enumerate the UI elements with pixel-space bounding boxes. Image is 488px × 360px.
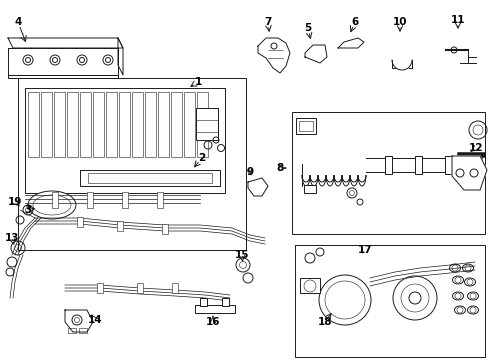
Polygon shape bbox=[258, 38, 289, 73]
Bar bbox=[197, 92, 207, 157]
Text: 5: 5 bbox=[304, 23, 311, 33]
Bar bbox=[106, 92, 117, 157]
Bar bbox=[80, 92, 91, 157]
Polygon shape bbox=[247, 178, 267, 196]
Polygon shape bbox=[8, 75, 118, 78]
Bar bbox=[117, 221, 123, 231]
Bar bbox=[52, 192, 58, 208]
Text: 11: 11 bbox=[450, 15, 464, 25]
Circle shape bbox=[392, 276, 436, 320]
Text: 2: 2 bbox=[198, 153, 205, 163]
Bar bbox=[145, 92, 156, 157]
Text: 16: 16 bbox=[205, 317, 220, 327]
Text: 15: 15 bbox=[234, 250, 249, 260]
Bar bbox=[28, 92, 39, 157]
Bar bbox=[80, 170, 220, 186]
Bar bbox=[122, 192, 128, 208]
Bar bbox=[67, 92, 78, 157]
Bar bbox=[200, 298, 206, 306]
Bar bbox=[414, 156, 421, 174]
Bar bbox=[183, 92, 195, 157]
Text: 9: 9 bbox=[246, 167, 253, 177]
Text: 19: 19 bbox=[8, 197, 22, 207]
Bar bbox=[97, 283, 103, 293]
Polygon shape bbox=[8, 48, 118, 75]
Bar bbox=[88, 173, 212, 183]
Polygon shape bbox=[451, 156, 486, 190]
Bar bbox=[137, 283, 142, 293]
Bar bbox=[298, 121, 312, 131]
Polygon shape bbox=[65, 310, 93, 332]
Bar bbox=[304, 185, 315, 193]
Text: 3: 3 bbox=[24, 205, 32, 215]
Bar bbox=[294, 245, 484, 357]
Bar bbox=[157, 192, 163, 208]
Polygon shape bbox=[305, 45, 326, 63]
Text: 1: 1 bbox=[194, 77, 201, 87]
Bar bbox=[68, 328, 76, 333]
Bar bbox=[77, 217, 83, 227]
Bar bbox=[119, 92, 130, 157]
Bar bbox=[222, 298, 228, 306]
Text: 10: 10 bbox=[392, 17, 407, 27]
Bar bbox=[295, 118, 315, 134]
Text: 14: 14 bbox=[87, 315, 102, 325]
Text: 4: 4 bbox=[14, 17, 21, 27]
Bar bbox=[384, 156, 391, 174]
Bar bbox=[25, 88, 224, 193]
Bar bbox=[93, 92, 104, 157]
Bar bbox=[87, 192, 93, 208]
Bar bbox=[18, 78, 245, 250]
Bar bbox=[195, 305, 235, 313]
Ellipse shape bbox=[28, 191, 76, 219]
Polygon shape bbox=[8, 38, 123, 48]
Text: 12: 12 bbox=[468, 143, 482, 153]
Polygon shape bbox=[337, 38, 363, 48]
Text: 13: 13 bbox=[5, 233, 19, 243]
Bar bbox=[162, 224, 168, 234]
Bar bbox=[444, 156, 451, 174]
Bar bbox=[196, 108, 218, 140]
Polygon shape bbox=[118, 38, 123, 75]
Bar bbox=[196, 120, 218, 132]
Bar bbox=[291, 112, 484, 234]
Ellipse shape bbox=[318, 275, 370, 325]
Bar bbox=[158, 92, 169, 157]
Text: 17: 17 bbox=[357, 245, 371, 255]
Bar bbox=[79, 328, 87, 333]
Bar bbox=[299, 278, 319, 293]
Text: 8: 8 bbox=[276, 163, 283, 173]
Bar bbox=[41, 92, 52, 157]
Bar bbox=[171, 92, 182, 157]
Text: 7: 7 bbox=[264, 17, 271, 27]
Text: 18: 18 bbox=[317, 317, 331, 327]
Bar bbox=[54, 92, 65, 157]
Text: 6: 6 bbox=[351, 17, 358, 27]
Bar bbox=[132, 92, 142, 157]
Bar bbox=[172, 283, 178, 293]
